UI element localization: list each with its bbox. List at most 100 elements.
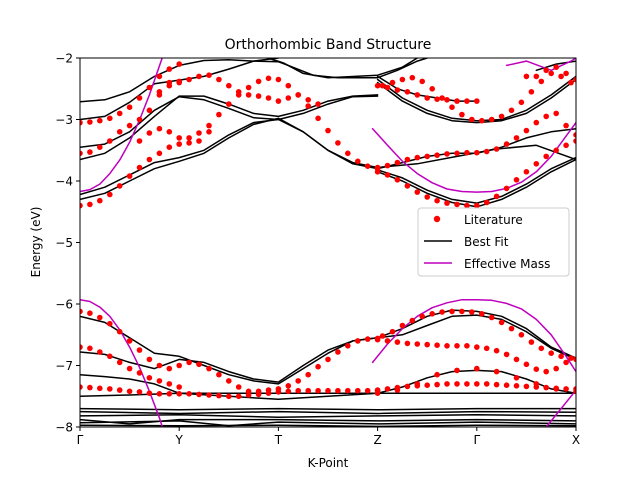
legend-label-best-fit: Best Fit <box>464 235 509 249</box>
literature-point-134 <box>414 189 421 195</box>
literature-point-70 <box>245 92 252 98</box>
best-fit-line-7 <box>267 58 419 79</box>
literature-point-236 <box>434 342 440 349</box>
literature-point-137 <box>444 200 450 206</box>
literature-point-246 <box>533 366 540 373</box>
literature-point-80 <box>394 87 401 93</box>
literature-point-195 <box>166 391 173 397</box>
literature-point-107 <box>558 73 564 80</box>
effective-mass-line-4 <box>505 58 576 72</box>
literature-point-22 <box>80 202 83 209</box>
literature-point-128 <box>563 122 569 129</box>
literature-point-27 <box>126 173 133 179</box>
literature-point-14 <box>107 138 113 144</box>
literature-point-251 <box>379 333 386 339</box>
literature-point-212 <box>335 387 341 394</box>
literature-point-282 <box>483 381 490 387</box>
literature-point-290 <box>563 386 569 392</box>
literature-point-252 <box>389 328 396 335</box>
literature-point-208 <box>295 387 302 394</box>
literature-point-64 <box>186 76 192 83</box>
literature-point-254 <box>409 317 416 324</box>
literature-point-23 <box>87 201 93 208</box>
literature-point-217 <box>255 388 262 395</box>
literature-point-91 <box>399 76 406 83</box>
literature-point-227 <box>355 338 361 344</box>
literature-point-269 <box>558 353 564 360</box>
literature-point-9 <box>166 66 173 72</box>
literature-point-272 <box>384 386 391 392</box>
literature-point-16 <box>126 122 133 129</box>
literature-point-230 <box>374 336 381 343</box>
literature-point-234 <box>414 341 421 347</box>
best-fit-line-23 <box>80 418 576 425</box>
literature-point-214 <box>355 387 361 394</box>
literature-point-178 <box>107 353 113 360</box>
literature-point-300 <box>533 381 540 387</box>
literature-point-99 <box>479 117 485 124</box>
x-tick-label: Γ <box>473 433 480 447</box>
literature-point-76 <box>305 97 312 103</box>
literature-point-235 <box>424 341 431 348</box>
literature-point-257 <box>439 309 445 315</box>
literature-point-231 <box>384 338 391 344</box>
literature-point-136 <box>434 197 440 204</box>
literature-point-253 <box>399 322 406 329</box>
literature-point-84 <box>434 96 440 102</box>
literature-point-31 <box>166 144 173 150</box>
literature-point-284 <box>503 382 510 389</box>
literature-point-77 <box>315 101 321 107</box>
literature-point-190 <box>116 387 123 393</box>
literature-point-111 <box>394 159 401 166</box>
literature-point-92 <box>409 74 416 81</box>
literature-point-145 <box>523 169 530 175</box>
literature-point-146 <box>533 161 540 167</box>
literature-point-98 <box>469 116 475 123</box>
literature-point-197 <box>186 391 192 397</box>
literature-point-2 <box>97 117 103 124</box>
literature-point-228 <box>364 336 371 342</box>
literature-point-186 <box>80 384 83 390</box>
literature-point-43 <box>285 82 292 89</box>
literature-point-198 <box>196 391 202 398</box>
literature-point-7 <box>146 84 153 91</box>
literature-point-101 <box>498 113 505 120</box>
literature-point-243 <box>503 351 510 358</box>
literature-point-1 <box>87 119 93 125</box>
y-tick-label: −7 <box>55 359 73 373</box>
literature-point-59 <box>196 138 202 144</box>
literature-point-105 <box>538 78 545 85</box>
literature-point-17 <box>136 116 143 123</box>
literature-point-24 <box>97 197 103 204</box>
literature-point-156 <box>573 76 576 83</box>
y-tick-label: −6 <box>55 298 73 312</box>
literature-point-86 <box>454 98 460 104</box>
literature-point-220 <box>285 383 292 389</box>
literature-point-65 <box>196 73 202 80</box>
literature-point-240 <box>474 344 480 350</box>
literature-point-48 <box>335 140 341 146</box>
literature-point-267 <box>538 345 545 352</box>
literature-point-118 <box>464 149 470 156</box>
literature-point-166 <box>166 365 173 372</box>
literature-point-112 <box>404 156 411 163</box>
literature-point-110 <box>384 162 391 169</box>
literature-point-53 <box>136 138 143 144</box>
literature-point-124 <box>523 127 530 134</box>
literature-point-75 <box>295 92 302 98</box>
literature-point-170 <box>206 365 212 372</box>
literature-point-173 <box>235 384 242 390</box>
literature-point-202 <box>235 393 242 400</box>
literature-point-96 <box>449 104 455 110</box>
effective-mass-line-3 <box>371 298 576 373</box>
literature-point-34 <box>196 130 202 136</box>
x-tick-label: T <box>274 433 283 447</box>
literature-point-63 <box>176 79 182 86</box>
literature-point-188 <box>97 385 103 392</box>
literature-point-74 <box>285 95 292 101</box>
literature-point-223 <box>315 363 321 370</box>
literature-point-152 <box>533 73 540 80</box>
literature-point-148 <box>553 147 559 154</box>
literature-point-232 <box>394 339 401 345</box>
